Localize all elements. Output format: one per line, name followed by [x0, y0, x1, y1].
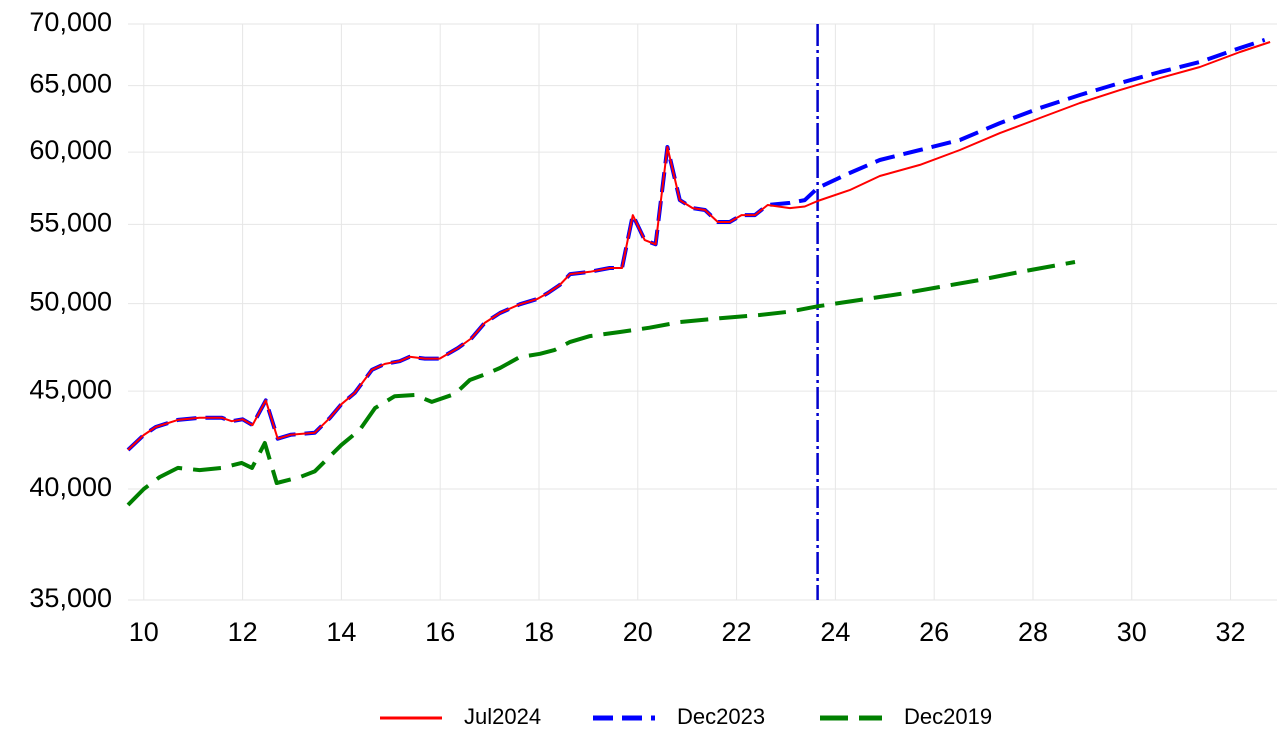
y-tick-label: 65,000 [29, 69, 112, 99]
y-tick-label: 50,000 [29, 287, 112, 317]
x-tick-label: 32 [1216, 617, 1246, 647]
x-tick-label: 26 [919, 617, 949, 647]
legend-label: Dec2023 [677, 704, 765, 729]
x-tick-label: 10 [129, 617, 159, 647]
x-tick-label: 20 [623, 617, 653, 647]
legend-label: Jul2024 [464, 704, 541, 729]
y-tick-label: 40,000 [29, 472, 112, 502]
x-tick-label: 12 [228, 617, 258, 647]
x-tick-label: 30 [1117, 617, 1147, 647]
y-tick-label: 45,000 [29, 374, 112, 404]
x-tick-label: 22 [722, 617, 752, 647]
x-tick-label: 24 [820, 617, 850, 647]
legend-label: Dec2019 [904, 704, 992, 729]
x-tick-label: 14 [326, 617, 356, 647]
series-line [126, 37, 1266, 452]
x-tick-label: 28 [1018, 617, 1048, 647]
x-tick-label: 18 [524, 617, 554, 647]
y-tick-label: 70,000 [29, 7, 112, 37]
x-tick-label: 16 [425, 617, 455, 647]
series-line [126, 260, 1076, 507]
y-tick-label: 35,000 [29, 583, 112, 613]
y-tick-label: 55,000 [29, 208, 112, 238]
y-tick-label: 60,000 [29, 135, 112, 165]
series-line [127, 41, 1271, 451]
